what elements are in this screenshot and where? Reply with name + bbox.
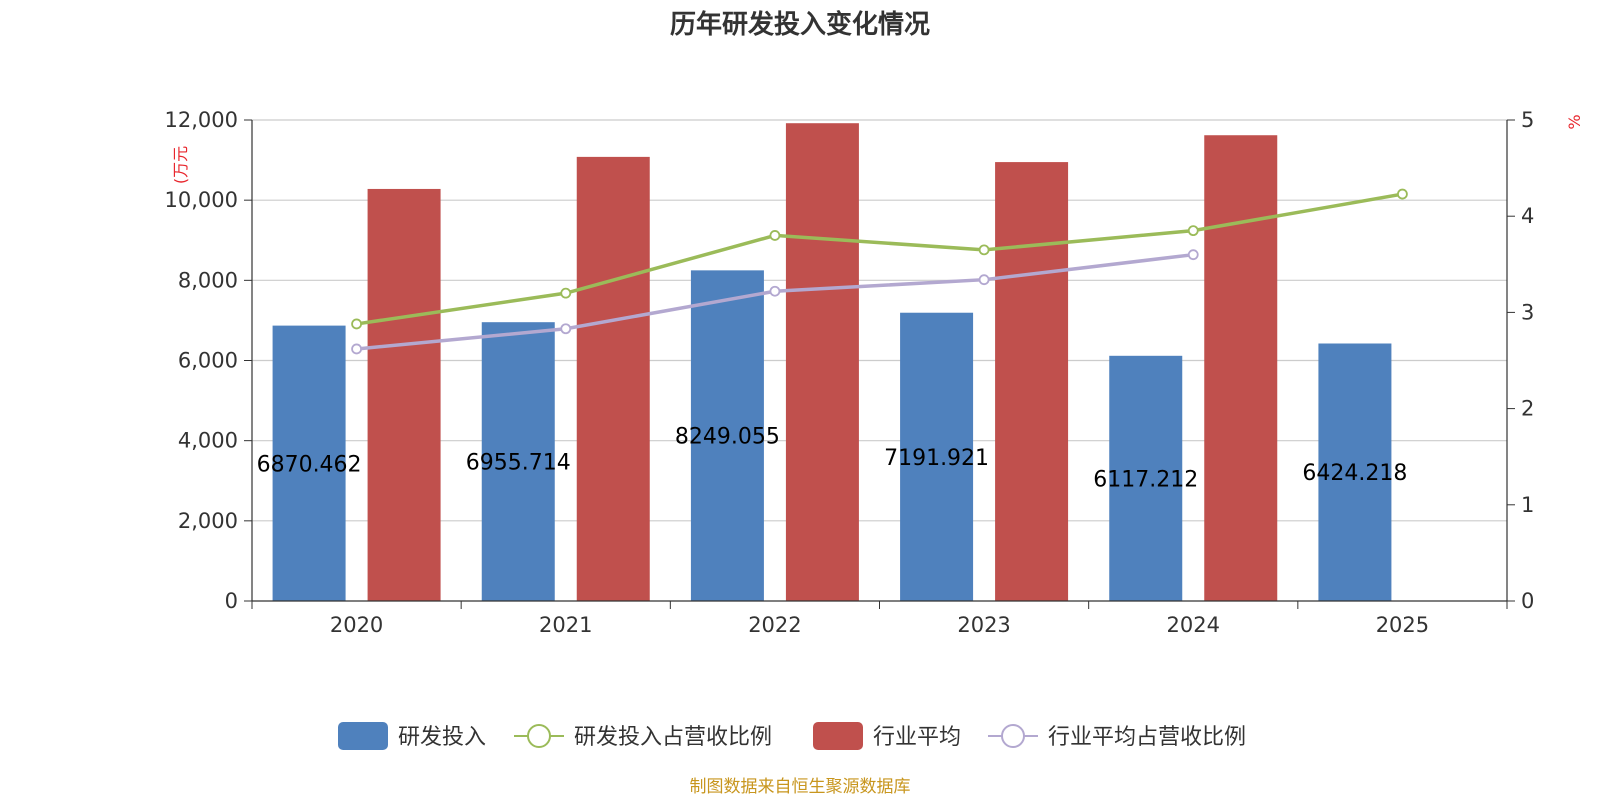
bar-series (272, 123, 1392, 602)
data-labels: 6870.462 6955.714 8249.055 7191.921 6117.212… (257, 425, 1408, 493)
bar-value-label: 6955.714 (466, 451, 571, 476)
legend-item[interactable]: 行业平均 (813, 722, 961, 750)
source-note: 制图数据来自恒生聚源数据库 (690, 777, 911, 797)
legend-item[interactable]: 研发投入 (338, 722, 486, 750)
x-tick-label: 2021 (539, 613, 592, 637)
bar-value-label: 8249.055 (675, 425, 780, 450)
right-tick-label: 4 (1521, 204, 1534, 228)
legend-item[interactable]: 研发投入占营收比例 (514, 724, 772, 750)
bar-value-label: 6870.462 (257, 452, 362, 477)
line-point (978, 274, 990, 286)
x-tick-label: 2023 (957, 613, 1010, 637)
legend-label: 研发投入占营收比例 (574, 725, 772, 750)
left-axis-unit: (万元 (171, 146, 190, 184)
legend-marker-swatch (1001, 724, 1025, 748)
right-axis-unit: % (1565, 114, 1584, 129)
line-point (1397, 188, 1408, 200)
bar-rd-investment (1109, 355, 1183, 601)
chart-title: 历年研发投入变化情况 (670, 9, 930, 40)
bar-rd-investment (1318, 343, 1392, 601)
bar-rd-investment (690, 270, 764, 601)
left-tick-label: 4,000 (178, 429, 238, 453)
line-point (769, 285, 781, 297)
left-tick-label: 2,000 (178, 509, 238, 533)
x-tick-label: 2024 (1167, 613, 1220, 637)
bar-rd-investment (900, 312, 974, 601)
line-point (351, 318, 362, 330)
line-point (560, 323, 572, 335)
line-point (1187, 249, 1199, 261)
right-tick-label: 2 (1521, 397, 1534, 421)
right-tick-label: 0 (1521, 589, 1534, 613)
legend: 研发投入 研发投入占营收比例 行业平均 行业平均占营收比例 (338, 722, 1246, 750)
bar-industry-average (785, 123, 859, 601)
bar-industry-average (995, 162, 1069, 601)
legend-item[interactable]: 行业平均占营收比例 (988, 724, 1246, 750)
left-tick-label: 0 (225, 589, 238, 613)
bar-industry-average (1204, 135, 1278, 601)
left-tick-label: 12,000 (165, 108, 238, 132)
legend-label: 研发投入 (398, 725, 486, 750)
x-tick-label: 2025 (1376, 613, 1429, 637)
right-tick-label: 3 (1521, 300, 1534, 324)
line-point (1187, 225, 1199, 237)
gridlines (252, 119, 1507, 522)
bar-value-label: 7191.921 (884, 446, 989, 471)
right-tick-label: 1 (1521, 493, 1534, 517)
left-tick-label: 6,000 (178, 349, 238, 373)
legend-marker-swatch (527, 724, 551, 748)
line-point (560, 287, 572, 299)
bar-rd-investment (481, 322, 555, 601)
legend-bar-swatch (338, 722, 388, 750)
bar-industry-average (576, 156, 650, 602)
bar-industry-average (367, 188, 441, 601)
bar-value-label: 6117.212 (1093, 467, 1198, 492)
line-series (351, 188, 1408, 355)
line-point (351, 343, 362, 355)
bar-value-label: 6424.218 (1302, 461, 1407, 486)
x-tick-label: 2020 (330, 613, 383, 637)
legend-label: 行业平均 (873, 725, 961, 750)
x-tick-label: 2022 (748, 613, 801, 637)
legend-bar-swatch (813, 722, 863, 750)
line-point (978, 244, 990, 256)
axes: 0 2,000 4,000 6,000 8,000 10,000 12,000 0 1 2 3 4 5 2… (165, 108, 1535, 637)
line-rd-ratio (356, 192, 1403, 326)
left-tick-label: 8,000 (178, 268, 238, 292)
legend-label: 行业平均占营收比例 (1048, 725, 1246, 750)
line-point (769, 230, 781, 241)
right-tick-label: 5 (1521, 108, 1534, 132)
left-tick-label: 10,000 (165, 188, 238, 212)
bar-rd-investment (272, 325, 346, 601)
